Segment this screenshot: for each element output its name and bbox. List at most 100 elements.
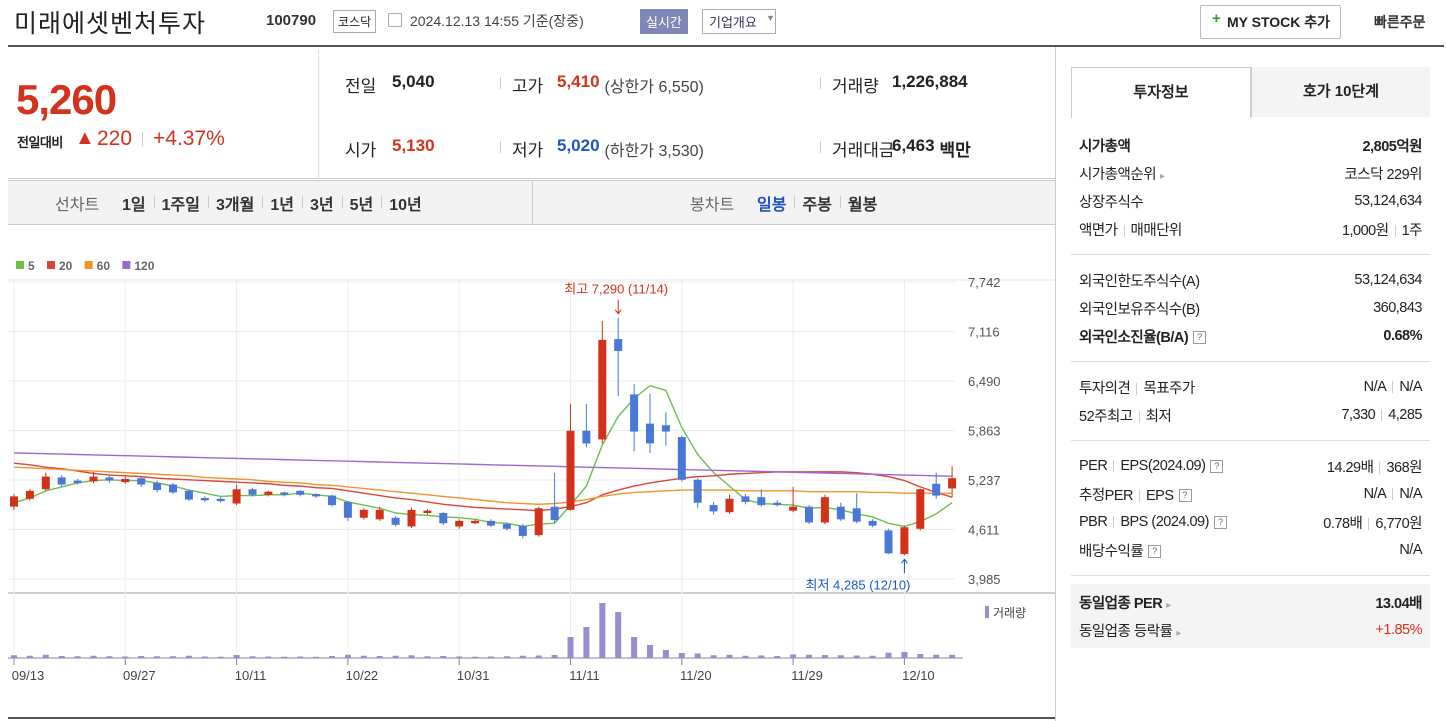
volume-bar xyxy=(265,656,272,658)
volume-bar xyxy=(122,656,129,658)
divider xyxy=(820,141,821,153)
volume-bar xyxy=(74,656,81,658)
volume-bar xyxy=(678,653,685,658)
volume-bar xyxy=(456,656,463,658)
stat-value: 6,463 xyxy=(892,136,935,155)
stat-value: 5,130 xyxy=(392,136,435,155)
x-tick-label: 12/10 xyxy=(902,668,935,683)
info-label: PER xyxy=(1079,458,1108,474)
candle-body xyxy=(582,430,591,444)
candle-body xyxy=(73,480,82,483)
help-icon[interactable]: ? xyxy=(1210,459,1224,473)
high-arrow xyxy=(614,299,622,315)
info-label: 동일업종 PER xyxy=(1079,595,1163,612)
info-value: 1,000원 xyxy=(1341,222,1389,239)
volume-bar xyxy=(551,655,558,658)
legend-label: 60 xyxy=(97,259,111,273)
candle-body xyxy=(121,478,130,483)
ma-line xyxy=(13,452,953,477)
candle-body xyxy=(105,477,114,481)
volume-bar xyxy=(806,654,812,658)
quick-order[interactable]: 빠른주문 xyxy=(1374,14,1426,30)
link-arrow: ▸ xyxy=(1166,599,1171,611)
tab[interactable]: 1년 xyxy=(270,197,294,214)
tab[interactable]: 1일 xyxy=(122,197,146,214)
y-tick-label: 6,490 xyxy=(968,374,1001,389)
volume-bar xyxy=(233,655,240,658)
high-annotation: 최고 7,290 (11/14) xyxy=(564,282,668,297)
info-value: +1.85% xyxy=(1375,622,1422,638)
divider xyxy=(142,132,143,146)
info-tab[interactable]: 호가 10단계 xyxy=(1251,67,1430,117)
divider xyxy=(1136,382,1138,395)
divider xyxy=(1113,516,1115,529)
info-group: PER EPS(2024.09)? 14.29배 368원 추정PER EPS? N/A N/… xyxy=(1071,441,1430,576)
tab[interactable]: 3년 xyxy=(309,197,334,214)
help-icon[interactable]: ? xyxy=(1178,489,1192,503)
info-values: N/A xyxy=(1399,542,1422,558)
mystock-button[interactable]: MY STOCK 추가 xyxy=(1200,5,1342,39)
candle-body xyxy=(661,425,670,432)
info-label: 시가총액순위 xyxy=(1079,166,1157,183)
tab[interactable]: 3개월 xyxy=(215,197,255,214)
volume-bar xyxy=(313,656,320,658)
info-value: 368원 xyxy=(1386,459,1422,476)
company-button[interactable]: 기업개요 xyxy=(702,9,776,34)
tab[interactable]: 주봉 xyxy=(802,197,832,214)
volume-bar xyxy=(26,655,33,658)
volume-bar xyxy=(821,655,828,658)
info-value: 13.04배 xyxy=(1375,595,1422,612)
info-labels: 동일업종 PER ▸ xyxy=(1079,592,1171,613)
info-label: EPS xyxy=(1146,487,1174,504)
volume-bar xyxy=(408,655,415,658)
info-labels: 52주최고 최저 xyxy=(1079,405,1172,426)
divider xyxy=(794,196,796,208)
info-labels: 상장주식수 xyxy=(1079,191,1144,212)
volume-bar xyxy=(694,653,701,658)
info-value: 53,124,634 xyxy=(1354,272,1422,288)
volume-bar xyxy=(519,655,526,658)
candle-body xyxy=(502,524,511,529)
divider xyxy=(207,196,209,208)
tab[interactable]: 10년 xyxy=(389,197,422,214)
low-annotation: 최저 4,285 (12/10) xyxy=(806,577,911,592)
info-row: 투자의견 목표주가 N/A N/A xyxy=(1071,373,1430,401)
info-value: 6,770원 xyxy=(1375,515,1422,532)
volume-bar xyxy=(138,656,145,658)
volume-bar xyxy=(742,655,749,658)
realtime-button[interactable]: 실시간 xyxy=(640,9,688,34)
info-tab[interactable]: 투자정보 xyxy=(1071,67,1251,118)
candle-body xyxy=(948,478,957,489)
volume-bar xyxy=(599,603,606,658)
tab[interactable]: 월봉 xyxy=(847,197,878,214)
divider xyxy=(500,77,501,89)
info-value: 4,285 xyxy=(1388,407,1422,423)
stat-label: 시가 xyxy=(345,141,377,160)
info-label: EPS(2024.09) xyxy=(1120,458,1206,474)
candle-body xyxy=(884,530,893,554)
info-label: 시가총액 xyxy=(1079,138,1131,155)
volume-bar xyxy=(901,652,908,658)
tab[interactable]: 5년 xyxy=(349,197,374,214)
volume-bar xyxy=(392,655,399,658)
tab[interactable]: 일봉 xyxy=(757,197,787,214)
tab[interactable]: 1주일 xyxy=(161,197,200,214)
info-value: 코스닥 229위 xyxy=(1344,166,1422,183)
help-icon[interactable]: ? xyxy=(1213,515,1227,529)
info-value: 7,330 xyxy=(1341,407,1376,423)
volume-bar xyxy=(472,656,479,658)
candle-body xyxy=(407,509,416,527)
help-icon[interactable]: ? xyxy=(1148,545,1162,559)
x-tick-label: 09/13 xyxy=(12,668,45,683)
volume-bar xyxy=(297,656,304,658)
candle-body xyxy=(89,476,98,482)
candle-body xyxy=(741,496,750,502)
info-label: BPS (2024.09) xyxy=(1120,514,1209,530)
current-price: 5,260 xyxy=(16,76,117,123)
help-icon[interactable]: ? xyxy=(1193,331,1207,345)
volume-bar xyxy=(281,656,288,658)
info-labels: 시가총액 xyxy=(1079,135,1131,156)
info-value: N/A xyxy=(1399,542,1422,558)
candle-body xyxy=(932,483,941,496)
volume-bar xyxy=(424,656,431,658)
